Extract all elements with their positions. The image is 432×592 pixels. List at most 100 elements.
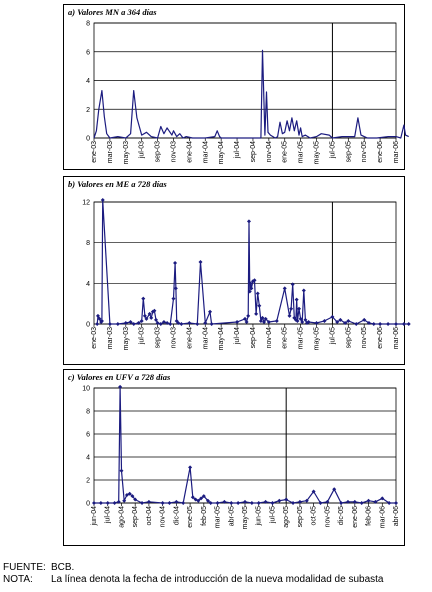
data-point xyxy=(107,322,112,326)
data-point xyxy=(119,468,124,473)
x-tick-label: jul-05 xyxy=(269,506,276,524)
series-line xyxy=(96,199,409,325)
x-tick-label: ene-06 xyxy=(377,327,384,349)
data-point xyxy=(291,501,296,505)
data-point xyxy=(255,291,260,296)
chart-title: c) Valores en UFV a 728 días xyxy=(68,372,171,382)
data-point xyxy=(205,498,210,503)
x-tick-label: ago-05 xyxy=(283,506,290,528)
x-tick-label: mar-04 xyxy=(202,327,209,349)
y-tick-label: 12 xyxy=(82,200,90,207)
x-tick-label: abr-06 xyxy=(393,506,400,526)
x-tick-label: ene-06 xyxy=(377,141,384,163)
x-tick-label: jul-03 xyxy=(139,327,146,345)
data-point xyxy=(203,320,208,325)
data-point xyxy=(147,311,152,316)
x-tick-label: ene-06 xyxy=(352,506,359,528)
x-tick-label: nov-04 xyxy=(266,141,273,163)
data-point xyxy=(290,282,295,287)
data-point xyxy=(297,306,302,311)
x-tick-label: ene-04 xyxy=(186,141,193,163)
data-point xyxy=(250,279,255,284)
x-tick-label: sep-05 xyxy=(297,506,304,528)
data-point xyxy=(366,498,371,503)
data-point xyxy=(246,219,251,224)
data-point xyxy=(366,320,371,325)
data-point xyxy=(338,317,343,322)
data-point xyxy=(92,501,96,505)
source-key: FUENTE: xyxy=(3,562,46,573)
plot-area xyxy=(93,387,397,504)
y-tick-label: 10 xyxy=(82,386,90,393)
x-tick-label: mar-06 xyxy=(379,506,386,528)
data-point xyxy=(208,309,213,314)
data-point xyxy=(127,491,132,496)
data-point xyxy=(118,384,123,389)
x-tick-label: may-05 xyxy=(314,327,321,350)
data-point xyxy=(387,501,392,505)
data-point xyxy=(98,501,103,505)
data-point xyxy=(171,296,176,301)
data-point xyxy=(287,313,292,318)
x-tick-label: jul-05 xyxy=(329,327,336,345)
x-tick-label: nov-05 xyxy=(361,141,368,163)
data-point xyxy=(149,315,154,320)
data-point xyxy=(301,288,306,293)
data-point xyxy=(343,320,348,325)
data-point xyxy=(168,322,173,326)
data-point xyxy=(173,286,178,291)
data-point xyxy=(258,318,263,323)
data-point xyxy=(406,322,411,326)
data-point xyxy=(362,317,367,322)
x-tick-label: abr-05 xyxy=(228,506,235,526)
x-tick-label: may-05 xyxy=(242,506,249,529)
data-point xyxy=(198,259,203,264)
data-point xyxy=(123,320,128,325)
data-point xyxy=(139,318,144,323)
x-tick-label: mar-05 xyxy=(215,506,222,528)
x-tick-label: feb-05 xyxy=(201,506,208,526)
data-point xyxy=(179,322,184,326)
x-tick-label: jul-03 xyxy=(139,141,146,159)
x-tick-label: oct-04 xyxy=(146,506,153,526)
data-point xyxy=(112,501,117,505)
data-point xyxy=(293,317,298,322)
chart-panel-a: a) Valores MN a 364 días 0 2 4 6 8 ene-03 mar-… xyxy=(63,4,409,170)
x-tick-label: sep-03 xyxy=(155,141,162,163)
x-tick-label: jul-04 xyxy=(234,141,241,159)
data-point xyxy=(201,494,206,499)
x-tick-label: jul-04 xyxy=(105,506,112,524)
data-point xyxy=(196,498,201,503)
data-point xyxy=(311,489,316,494)
data-point xyxy=(247,289,252,294)
series-line xyxy=(93,49,409,139)
data-point xyxy=(380,496,385,501)
x-tick-label: mar-03 xyxy=(107,327,114,349)
x-tick-label: ene-03 xyxy=(91,141,98,163)
note-value: La línea denota la fecha de introducción… xyxy=(51,574,384,585)
note-key: NOTA: xyxy=(3,574,33,585)
data-point xyxy=(274,318,279,323)
x-tick-label: nov-05 xyxy=(361,327,368,349)
data-point xyxy=(263,499,268,504)
x-tick-label: nov-03 xyxy=(170,141,177,163)
data-point xyxy=(339,501,344,505)
x-tick-label: ene-05 xyxy=(187,506,194,528)
data-point xyxy=(260,315,265,320)
data-point xyxy=(181,501,186,505)
data-point xyxy=(295,318,300,323)
x-tick-label: dic-04 xyxy=(173,506,180,525)
source-line: FUENTE: BCB. xyxy=(3,562,383,574)
data-point xyxy=(371,322,376,326)
y-tick-label: 4 xyxy=(86,78,90,85)
y-tick-label: 6 xyxy=(86,432,90,439)
x-tick-label: mar-06 xyxy=(393,327,400,349)
data-point xyxy=(306,319,311,324)
data-point xyxy=(188,465,193,470)
y-tick-label: 2 xyxy=(86,478,90,485)
data-point xyxy=(222,499,227,504)
data-point xyxy=(254,311,259,316)
data-point xyxy=(263,316,268,321)
x-tick-label: jun-04 xyxy=(91,506,98,527)
data-point xyxy=(99,318,104,323)
